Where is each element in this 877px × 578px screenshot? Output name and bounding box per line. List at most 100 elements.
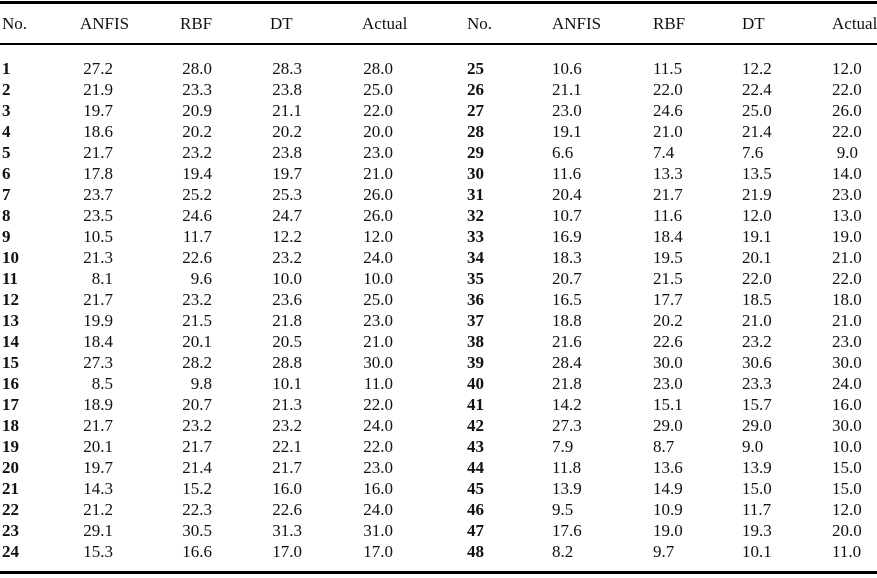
- header-anfis-left: ANFIS: [80, 2, 180, 45]
- row-number-cell: 46: [467, 500, 484, 519]
- anfis-value-cell: 23.7: [83, 185, 113, 204]
- rbf-value-cell: 19.4: [182, 164, 212, 183]
- actual-value-cell: 20.0: [832, 521, 862, 540]
- row-number-cell: 13: [2, 311, 19, 330]
- header-dt-right: DT: [742, 2, 832, 45]
- anfis-value-cell: 19.7: [83, 458, 113, 477]
- row-number-cell: 28: [467, 122, 484, 141]
- rbf-value-cell: 28.2: [182, 353, 212, 372]
- actual-value-cell: 30.0: [832, 416, 862, 435]
- dt-value-cell: 31.3: [272, 521, 302, 540]
- row-number-cell: 45: [467, 479, 484, 498]
- row-number-cell: 34: [467, 248, 484, 267]
- table-row: 24 15.3 16.6 17.0 17.0 48 8.2 9.7 10.1 11.0: [0, 541, 877, 573]
- table-row: 10 21.3 22.6 23.2 24.0 34 18.3 19.5 20.1 21.0: [0, 247, 877, 268]
- anfis-value-cell: 10.6: [552, 59, 582, 78]
- rbf-value-cell: 13.3: [653, 164, 683, 183]
- rbf-value-cell: 21.0: [653, 122, 683, 141]
- dt-value-cell: 21.8: [272, 311, 302, 330]
- anfis-value-cell: 18.4: [83, 332, 113, 351]
- row-number-cell: 48: [467, 542, 484, 561]
- dt-value-cell: 21.7: [272, 458, 302, 477]
- row-number-cell: 27: [467, 101, 484, 120]
- table-row: 3 19.7 20.9 21.1 22.0 27 23.0 24.6 25.0 26.0: [0, 100, 877, 121]
- row-number-cell: 29: [467, 143, 484, 162]
- anfis-value-cell: 27.2: [83, 59, 113, 78]
- actual-value-cell: 14.0: [832, 164, 862, 183]
- anfis-value-cell: 17.8: [83, 164, 113, 183]
- actual-value-cell: 28.0: [363, 59, 393, 78]
- actual-value-cell: 26.0: [832, 101, 862, 120]
- dt-value-cell: 23.8: [272, 143, 302, 162]
- header-actual-right: Actual: [832, 2, 877, 45]
- table-body: 1 27.2 28.0 28.3 28.0 25 10.6 11.5 12.2 12.0 2 21.9…: [0, 44, 877, 573]
- actual-value-cell: 15.0: [832, 458, 862, 477]
- dt-value-cell: 25.3: [272, 185, 302, 204]
- dt-value-cell: 12.2: [272, 227, 302, 246]
- header-rbf-left: RBF: [180, 2, 270, 45]
- row-number-cell: 39: [467, 353, 484, 372]
- dt-value-cell: 16.0: [272, 479, 302, 498]
- rbf-value-cell: 24.6: [182, 206, 212, 225]
- row-number-cell: 21: [2, 479, 19, 498]
- anfis-value-cell: 29.1: [83, 521, 113, 540]
- actual-value-cell: 22.0: [832, 80, 862, 99]
- rbf-value-cell: 11.5: [653, 59, 683, 78]
- row-number-cell: 12: [2, 290, 19, 309]
- dt-value-cell: 21.4: [742, 122, 772, 141]
- table-row: 15 27.3 28.2 28.8 30.0 39 28.4 30.0 30.6 30.0: [0, 352, 877, 373]
- rbf-value-cell: 21.4: [182, 458, 212, 477]
- rbf-value-cell: 17.7: [653, 290, 683, 309]
- anfis-value-cell: 11.6: [552, 164, 582, 183]
- actual-value-cell: 25.0: [363, 290, 393, 309]
- rbf-value-cell: 20.9: [182, 101, 212, 120]
- dt-value-cell: 15.7: [742, 395, 772, 414]
- actual-value-cell: 22.0: [363, 437, 393, 456]
- row-number-cell: 18: [2, 416, 19, 435]
- dt-value-cell: 21.1: [272, 101, 302, 120]
- anfis-value-cell: 18.9: [83, 395, 113, 414]
- row-number-cell: 31: [467, 185, 484, 204]
- dt-value-cell: 11.7: [742, 500, 772, 519]
- actual-value-cell: 16.0: [832, 395, 862, 414]
- row-number-cell: 35: [467, 269, 484, 288]
- row-number-cell: 10: [2, 248, 19, 267]
- table-row: 14 18.4 20.1 20.5 21.0 38 21.6 22.6 23.2 23.0: [0, 331, 877, 352]
- anfis-value-cell: 11.8: [552, 458, 582, 477]
- anfis-value-cell: 21.7: [83, 416, 113, 435]
- anfis-value-cell: 19.7: [83, 101, 113, 120]
- dt-value-cell: 13.9: [742, 458, 772, 477]
- actual-value-cell: 24.0: [832, 374, 862, 393]
- actual-value-cell: 26.0: [363, 206, 393, 225]
- row-number-cell: 7: [2, 185, 11, 204]
- anfis-value-cell: 21.2: [83, 500, 113, 519]
- actual-value-cell: 12.0: [832, 59, 862, 78]
- rbf-value-cell: 29.0: [653, 416, 683, 435]
- actual-value-cell: 21.0: [832, 311, 862, 330]
- anfis-value-cell: 9.5: [552, 500, 574, 519]
- table-row: 7 23.7 25.2 25.3 26.0 31 20.4 21.7 21.9 23.0: [0, 184, 877, 205]
- table-row: 13 19.9 21.5 21.8 23.0 37 18.8 20.2 21.0 21.0: [0, 310, 877, 331]
- anfis-value-cell: 13.9: [552, 479, 582, 498]
- dt-value-cell: 23.2: [742, 332, 772, 351]
- dt-value-cell: 25.0: [742, 101, 772, 120]
- table-row: 5 21.7 23.2 23.8 23.0 29 6.6 7.4 7.6 9.0: [0, 142, 877, 163]
- rbf-value-cell: 13.6: [653, 458, 683, 477]
- dt-value-cell: 17.0: [272, 542, 302, 561]
- row-number-cell: 15: [2, 353, 19, 372]
- rbf-value-cell: 23.0: [653, 374, 683, 393]
- actual-value-cell: 19.0: [832, 227, 862, 246]
- anfis-value-cell: 21.7: [83, 143, 113, 162]
- table-row: 1 27.2 28.0 28.3 28.0 25 10.6 11.5 12.2 12.0: [0, 44, 877, 79]
- actual-value-cell: 21.0: [832, 248, 862, 267]
- header-dt-left: DT: [270, 2, 362, 45]
- anfis-value-cell: 18.8: [552, 311, 582, 330]
- actual-value-cell: 12.0: [363, 227, 393, 246]
- row-number-cell: 30: [467, 164, 484, 183]
- rbf-value-cell: 23.2: [182, 290, 212, 309]
- rbf-value-cell: 9.6: [190, 269, 212, 288]
- table-row: 23 29.1 30.5 31.3 31.0 47 17.6 19.0 19.3 20.0: [0, 520, 877, 541]
- row-number-cell: 25: [467, 59, 484, 78]
- row-number-cell: 37: [467, 311, 484, 330]
- anfis-value-cell: 20.4: [552, 185, 582, 204]
